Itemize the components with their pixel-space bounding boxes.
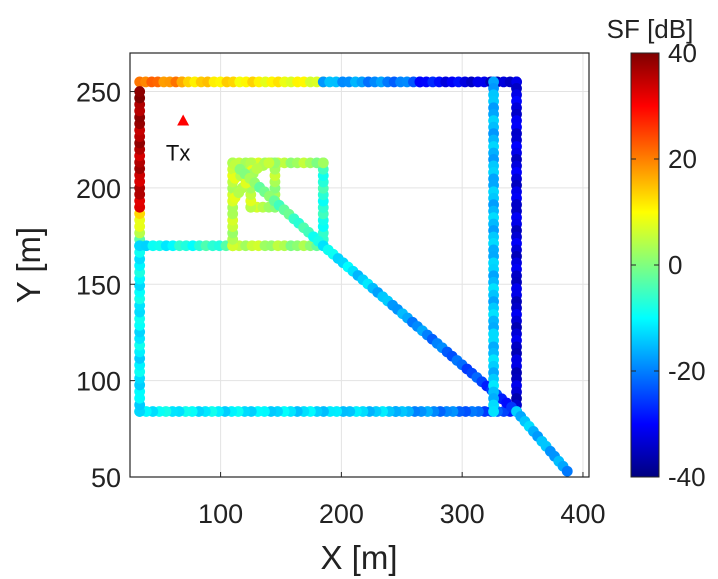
y-tick-label: 100 xyxy=(76,367,121,397)
plot-frame xyxy=(129,52,590,478)
data-point xyxy=(251,163,263,175)
x-tick-label: 200 xyxy=(319,499,364,529)
y-axis-ticks: 50 100 150 200 250 xyxy=(76,78,135,493)
y-tick-label: 50 xyxy=(91,463,121,493)
data-point xyxy=(488,406,499,417)
data-point xyxy=(561,465,573,477)
x-tick-label: 100 xyxy=(198,499,243,529)
transmitter-label: Tx xyxy=(166,140,190,165)
colorbar-ticks: 40 20 0 -20 -40 xyxy=(631,38,706,492)
y-tick-label: 150 xyxy=(76,270,121,300)
data-point xyxy=(134,86,146,97)
colorbar-tick-label: -20 xyxy=(668,356,706,386)
x-axis-label: X [m] xyxy=(320,539,397,576)
data-point xyxy=(317,157,329,169)
y-tick-label: 200 xyxy=(76,174,121,204)
y-axis-label: Y [m] xyxy=(10,227,47,303)
colorbar-title: SF [dB] xyxy=(607,14,694,44)
colorbar-tick-label: 20 xyxy=(668,144,697,174)
colorbar-tick-label: 40 xyxy=(668,38,697,68)
x-tick-label: 300 xyxy=(440,499,485,529)
colorbar-tick-label: -40 xyxy=(668,462,706,492)
transmitter-triangle-icon xyxy=(177,114,190,126)
data-point xyxy=(263,157,275,169)
transmitter-marker: Tx xyxy=(166,114,190,165)
measurement-points xyxy=(134,76,573,477)
x-tick-label: 400 xyxy=(560,499,605,529)
x-axis-ticks: 100 200 300 400 xyxy=(198,472,605,529)
colorbar-tick-label: 0 xyxy=(668,250,682,280)
y-tick-label: 250 xyxy=(76,78,121,108)
